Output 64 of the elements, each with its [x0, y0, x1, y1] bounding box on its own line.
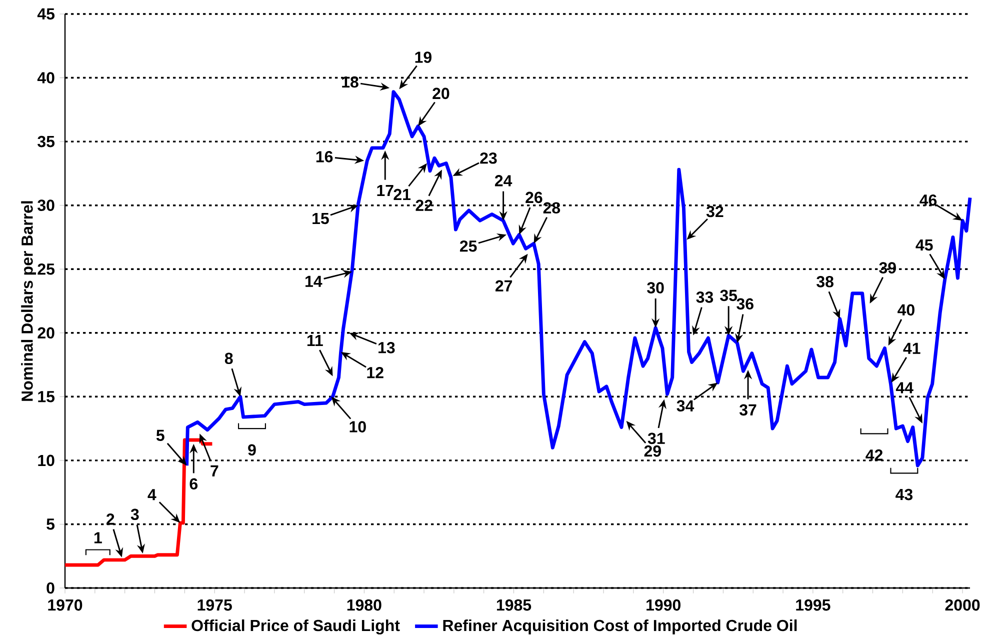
x-tick-label: 1985	[496, 599, 532, 611]
annotation: 15	[312, 212, 329, 224]
annotation: 17	[377, 184, 394, 196]
annotation: 18	[342, 76, 358, 88]
annotation: 34	[676, 400, 694, 412]
annotation: 46	[920, 194, 937, 206]
annotation: 21	[394, 188, 411, 200]
annotation: 32	[706, 206, 724, 218]
annotation: 37	[740, 404, 756, 416]
y-tick-label: 45	[37, 8, 55, 20]
annotation: 35	[720, 290, 738, 302]
annotation: 20	[432, 88, 450, 100]
x-tick-label: 1990	[646, 599, 680, 611]
annotation: 7	[210, 465, 218, 476]
annotation: 13	[378, 342, 395, 354]
annotation: 27	[495, 280, 512, 292]
annotation: 44	[896, 382, 914, 394]
y-tick-label: 15	[38, 391, 55, 402]
annotation: 26	[526, 192, 542, 204]
legend-label: Official Price of Saudi Light	[192, 619, 400, 634]
annotation: 39	[879, 262, 896, 274]
y-tick-label: 10	[38, 454, 54, 466]
annotation: 33	[696, 292, 714, 303]
x-tick-label: 1980	[347, 599, 382, 611]
annotation: 10	[350, 421, 366, 432]
annotation: 6	[190, 478, 198, 490]
annotation: 14	[306, 276, 322, 287]
annotation: 12	[367, 366, 384, 378]
x-tick-label: 2000	[945, 599, 980, 611]
annotation: 16	[316, 151, 333, 162]
annotation: 42	[866, 449, 883, 461]
annotation: 9	[248, 444, 256, 456]
annotation: 38	[816, 276, 834, 288]
annotation: 24	[494, 175, 512, 186]
annotation: 29	[644, 445, 661, 457]
annotation: 41	[903, 342, 920, 354]
annotation: 11	[307, 335, 323, 346]
y-tick-label: 0	[46, 582, 54, 594]
y-axis-title: Nominal Dollars per Barrel	[21, 201, 36, 401]
y-tick-label: 30	[38, 200, 54, 212]
y-tick-label: 35	[38, 136, 55, 148]
annotation: 19	[415, 52, 432, 63]
annotation: 40	[898, 304, 914, 316]
x-tick-label: 1970	[48, 599, 82, 611]
annotation: 43	[896, 488, 913, 500]
annotation: 1	[94, 532, 102, 544]
annotation: 36	[736, 298, 754, 310]
legend-label: Refiner Acquisition Cost of Imported Crude Oil	[443, 619, 797, 634]
annotation: 8	[224, 352, 233, 364]
y-tick-label: 40	[37, 72, 54, 84]
annotation: 3	[130, 508, 139, 520]
annotation: 23	[480, 152, 497, 164]
annotation: 30	[647, 282, 664, 294]
annotation: 31	[648, 432, 665, 444]
x-tick-label: 1975	[198, 599, 232, 611]
y-tick-label: 25	[38, 263, 55, 275]
annotation: 4	[148, 489, 156, 500]
x-tick-label: 1995	[796, 599, 830, 611]
annotation: 5	[156, 430, 164, 441]
annotation: 25	[460, 240, 477, 252]
y-tick-label: 5	[46, 518, 55, 530]
y-tick-label: 20	[38, 327, 54, 339]
annotation: 22	[416, 200, 432, 211]
annotation: 45	[916, 239, 933, 251]
